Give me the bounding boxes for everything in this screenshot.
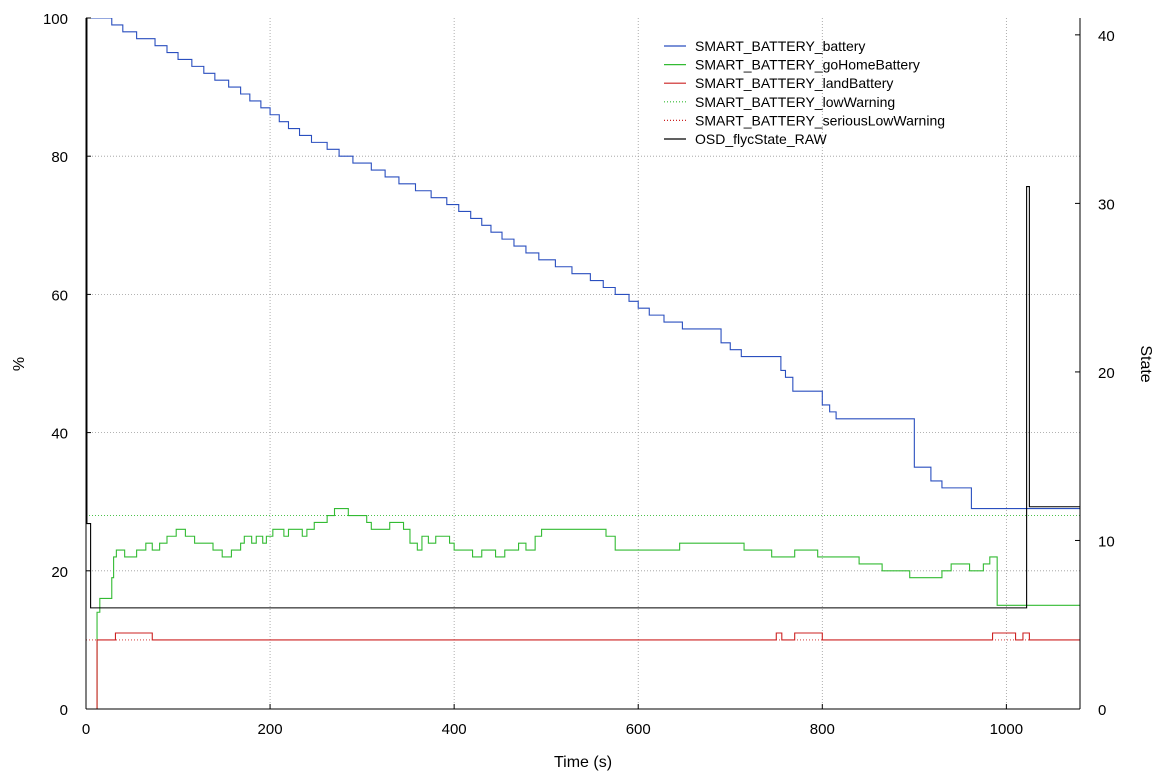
y-tick-label: 40	[51, 426, 68, 443]
plot-frame	[85, 17, 1081, 710]
legend-label-smart-battery-gohomebattery: SMART_BATTERY_goHomeBattery	[695, 57, 920, 73]
x-tick-label: 400	[442, 721, 467, 738]
x-tick-label: 200	[258, 721, 283, 738]
series-line-smart-battery-battery	[86, 18, 1080, 510]
legend-label-smart-battery-battery: SMART_BATTERY_battery	[695, 38, 865, 54]
x-tick-label: 1000	[990, 721, 1023, 738]
series-lines	[86, 18, 1080, 709]
x-tick-label: 600	[626, 721, 651, 738]
y2-tick-label: 10	[1098, 533, 1115, 550]
y-tick-label: 0	[60, 702, 68, 719]
x-tick-label: 800	[810, 721, 835, 738]
legend-label-osd-flycstate-raw: OSD_flycState_RAW	[695, 131, 828, 147]
y2-tick-label: 20	[1098, 365, 1115, 382]
x-tick-label: 0	[82, 721, 90, 738]
y-axis-title: %	[11, 357, 28, 371]
y-tick-label: 80	[51, 149, 68, 166]
series-line-osd-flycstate-raw	[86, 18, 1080, 609]
x-axis-title: Time (s)	[554, 754, 612, 771]
legend-label-smart-battery-seriouslowwarning: SMART_BATTERY_seriousLowWarning	[695, 112, 945, 128]
legend: SMART_BATTERY_battery SMART_BATTERY_goHom…	[664, 38, 945, 147]
legend-label-smart-battery-landbattery: SMART_BATTERY_landBattery	[695, 75, 893, 91]
legend-label-smart-battery-lowwarning: SMART_BATTERY_lowWarning	[695, 94, 895, 110]
y-tick-label: 20	[51, 564, 68, 581]
grid-lines	[86, 18, 1080, 709]
series-line-smart-battery-landbattery	[86, 632, 1080, 709]
y2-tick-label: 0	[1098, 702, 1106, 719]
series-line-smart-battery-gohomebattery	[86, 508, 1080, 709]
y2-axis-title: State	[1137, 345, 1154, 382]
y-tick-label: 60	[51, 287, 68, 304]
y2-tick-label: 40	[1098, 28, 1115, 45]
y-tick-label: 100	[43, 11, 68, 28]
y2-tick-label: 30	[1098, 196, 1115, 213]
